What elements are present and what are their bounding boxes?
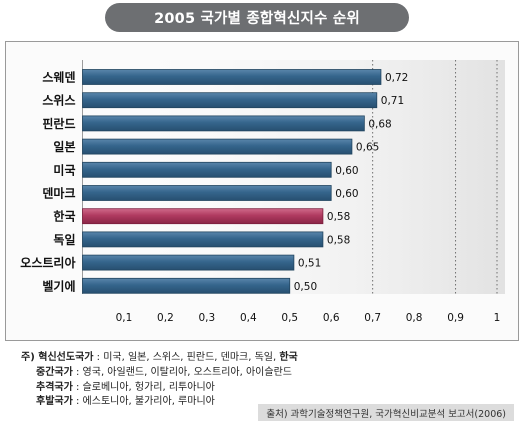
- bar-7: [82, 208, 324, 225]
- note-label: 후발국가: [36, 396, 73, 408]
- note-row: 중간국가 : 영국, 아일랜드, 이탈리아, 오스트리아, 아이슬란드: [21, 366, 298, 381]
- category-label: 스웨덴: [42, 70, 75, 85]
- value-label: 0,68: [368, 118, 391, 130]
- value-label: 0,60: [335, 188, 358, 200]
- category-label: 핀란드: [42, 116, 75, 131]
- bar-9: [82, 254, 295, 271]
- bar-8: [82, 231, 324, 248]
- value-label: 0,51: [298, 258, 321, 270]
- note-label: 중간국가: [36, 366, 73, 378]
- value-label: 0,50: [294, 281, 317, 293]
- chart-title: 2005 국가별 종합혁신지수 순위: [105, 3, 409, 32]
- note-items: : 영국, 아일랜드, 이탈리아, 오스트리아, 아이슬란드: [72, 366, 292, 378]
- category-label: 오스트리아: [20, 255, 75, 270]
- category-label: 독일: [53, 233, 75, 247]
- x-tick-label: 0,7: [364, 312, 381, 324]
- category-label: 미국: [53, 162, 75, 177]
- bar-3: [82, 115, 365, 132]
- note-row: 후발국가 : 에스토니아, 불가리아, 루마니아: [21, 395, 298, 410]
- note-items: : 미국, 일본, 스위스, 핀란드, 덴마크, 독일,: [93, 352, 280, 363]
- value-label: 0,71: [381, 95, 404, 107]
- value-label: 0,72: [385, 72, 408, 84]
- bar-1: [82, 69, 382, 85]
- x-tick-label: 0,4: [240, 312, 257, 324]
- category-label: 벨기에: [42, 278, 75, 293]
- x-tick-label: 0,2: [157, 312, 174, 324]
- note-items: : 에스토니아, 불가리아, 루마니아: [72, 396, 215, 408]
- source-note: 출처) 과학기술정책연구원, 국가혁신비교분석 보고서(2006): [258, 404, 514, 421]
- note-row: 추격국가 : 슬로베니아, 헝가리, 리투아니아: [21, 381, 298, 396]
- x-tick-label: 0,3: [198, 312, 215, 324]
- category-label: 일본: [53, 140, 75, 154]
- bar-6: [82, 185, 332, 201]
- note-label: 추격국가: [36, 381, 73, 393]
- notes-block: 주) 혁신선도국가 : 미국, 일본, 스위스, 핀란드, 덴마크, 독일, 한…: [21, 351, 298, 410]
- bar-10: [82, 277, 291, 294]
- x-tick-label: 0,5: [281, 312, 298, 324]
- bar-5: [82, 161, 332, 178]
- note-prefix: 주): [21, 352, 39, 363]
- category-label: 덴마크: [42, 186, 75, 201]
- bar-2: [82, 92, 378, 109]
- bar-4: [82, 138, 353, 155]
- x-tick-label: 0,6: [323, 312, 340, 324]
- value-label: 0,58: [327, 211, 350, 223]
- x-tick-label: 0,8: [406, 312, 423, 324]
- value-label: 0,65: [356, 142, 379, 154]
- note-label: 혁신선도국가: [38, 352, 94, 363]
- category-label: 스위스: [42, 94, 75, 108]
- note-emphasis: 한국: [279, 352, 298, 363]
- x-tick-label: 0,9: [447, 312, 464, 324]
- category-label: 한국: [53, 209, 75, 224]
- value-label: 0,58: [327, 234, 350, 246]
- note-items: : 슬로베니아, 헝가리, 리투아니아: [72, 381, 215, 393]
- x-tick-label: 0,1: [116, 312, 133, 324]
- note-row: 주) 혁신선도국가 : 미국, 일본, 스위스, 핀란드, 덴마크, 독일, 한…: [21, 351, 298, 366]
- value-label: 0,60: [335, 165, 358, 177]
- x-tick-label: 1: [494, 312, 501, 324]
